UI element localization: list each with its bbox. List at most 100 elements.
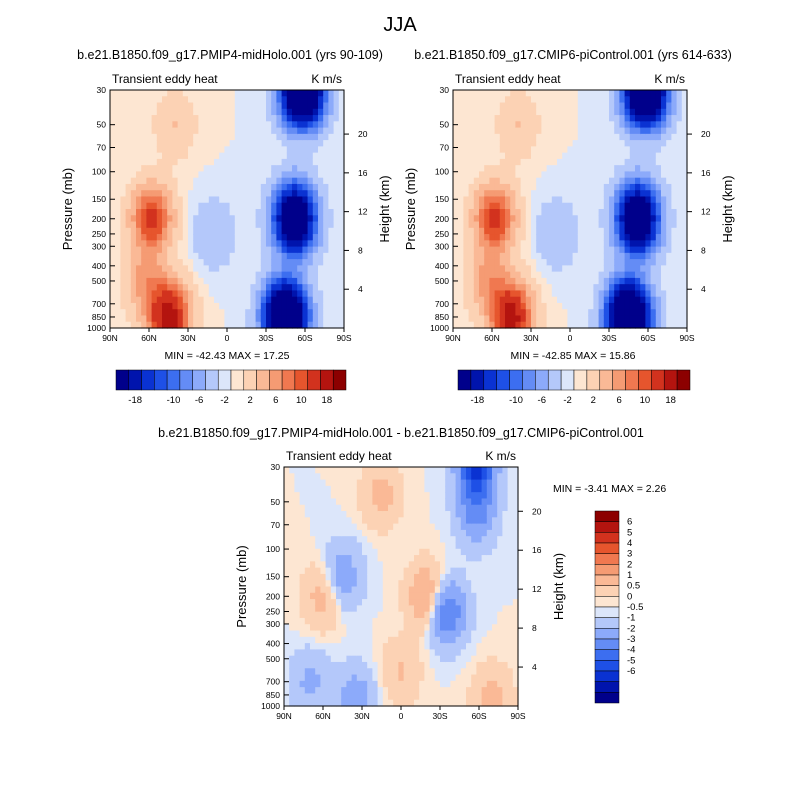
field-cell [598, 171, 605, 179]
field-cell [167, 133, 173, 141]
field-cell [146, 108, 153, 116]
field-cell [271, 215, 277, 223]
field-cell [307, 290, 314, 298]
field-cell [276, 277, 283, 285]
field-cell [177, 196, 184, 204]
field-cell [546, 271, 553, 279]
field-cell [260, 271, 267, 279]
field-cell [525, 209, 532, 216]
field-cell [382, 473, 389, 481]
field-cell [499, 133, 506, 141]
field-cell [453, 196, 459, 204]
field-cell [445, 605, 451, 613]
field-cell [367, 699, 373, 707]
field-cell [510, 259, 516, 266]
field-cell [307, 246, 314, 254]
field-cell [372, 580, 379, 588]
field-cell [325, 655, 332, 663]
field-cell [471, 636, 477, 644]
field-cell [629, 227, 636, 235]
field-cell [177, 115, 184, 122]
field-cell [172, 246, 179, 254]
field-cell [333, 259, 340, 266]
field-cell [120, 296, 127, 304]
field-cell [536, 209, 542, 216]
field-cell [304, 611, 311, 619]
field-cell [515, 215, 522, 223]
field-cell [598, 259, 605, 266]
field-cell [505, 177, 511, 185]
field-cell [681, 183, 688, 191]
field-cell [328, 90, 335, 97]
field-cell [146, 183, 153, 191]
field-cell [445, 548, 451, 556]
field-cell [445, 655, 451, 663]
field-cell [510, 296, 516, 304]
field-cell [125, 246, 132, 254]
field-cell [546, 121, 553, 129]
field-cell [440, 580, 446, 588]
field-cell [655, 271, 662, 279]
field-cell [229, 133, 236, 141]
field-cell [318, 271, 324, 279]
field-cell [318, 108, 324, 116]
field-cell [260, 302, 267, 310]
field-cell [219, 309, 225, 317]
field-cell [515, 284, 522, 292]
field-cell [603, 215, 610, 223]
pressure-tick-label: 400 [435, 261, 449, 271]
field-cell [494, 209, 501, 216]
field-cell [458, 252, 464, 260]
field-cell [351, 523, 358, 531]
field-cell [141, 171, 147, 179]
field-cell [494, 234, 501, 241]
field-cell [125, 202, 132, 210]
field-cell [505, 152, 511, 160]
field-cell [598, 296, 605, 304]
field-cell [330, 630, 337, 638]
field-cell [182, 290, 189, 298]
field-cell [271, 321, 277, 329]
field-cell [240, 152, 246, 160]
field-cell [162, 277, 168, 285]
field-cell [323, 284, 329, 292]
field-cell [510, 221, 516, 229]
field-cell [455, 479, 462, 487]
latitude-tick-label: 30N [523, 333, 539, 343]
field-cell [315, 473, 321, 481]
field-cell [489, 183, 496, 191]
field-cell [162, 196, 168, 204]
field-cell [551, 302, 558, 310]
field-cell [304, 561, 311, 569]
field-cell [583, 271, 589, 279]
field-cell [681, 309, 688, 317]
field-cell [520, 227, 527, 235]
field-cell [162, 209, 168, 216]
field-cell [541, 309, 548, 317]
field-cell [193, 321, 199, 329]
latitude-tick-label: 0 [225, 333, 230, 343]
field-cell [661, 96, 667, 104]
field-cell [645, 259, 652, 266]
field-cell [255, 121, 262, 129]
field-cell [136, 315, 142, 323]
field-cell [297, 177, 303, 185]
field-cell [471, 592, 477, 600]
field-cell [250, 321, 257, 329]
field-cell [338, 133, 345, 141]
field-cell [603, 202, 610, 210]
field-cell [294, 517, 301, 525]
field-cell [466, 674, 472, 682]
field-cell [141, 115, 147, 122]
field-cell [292, 158, 298, 166]
field-cell [151, 259, 158, 266]
field-cell [499, 302, 506, 310]
field-cell [151, 277, 158, 285]
field-cell [577, 196, 584, 204]
field-cell [330, 617, 337, 625]
field-cell [541, 140, 548, 147]
field-cell [510, 302, 516, 310]
field-cell [299, 542, 306, 550]
field-cell [583, 202, 589, 210]
field-cell [403, 580, 410, 588]
